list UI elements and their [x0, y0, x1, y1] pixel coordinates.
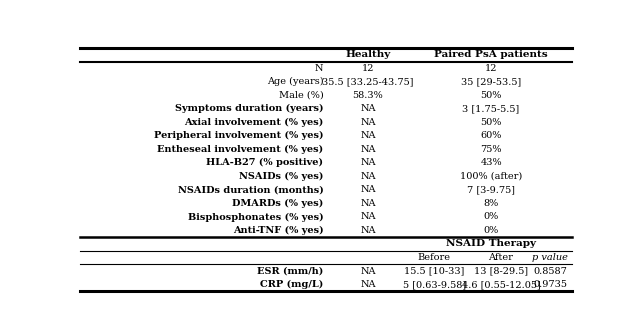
Text: 100% (after): 100% (after) — [460, 172, 522, 181]
Text: NA: NA — [360, 226, 376, 235]
Text: 43%: 43% — [480, 159, 502, 167]
Text: NA: NA — [360, 212, 376, 221]
Text: Male (%): Male (%) — [279, 91, 324, 100]
Text: NA: NA — [360, 104, 376, 113]
Text: DMARDs (% yes): DMARDs (% yes) — [232, 199, 324, 208]
Text: 7 [3-9.75]: 7 [3-9.75] — [467, 185, 515, 195]
Text: NA: NA — [360, 131, 376, 140]
Text: NA: NA — [360, 266, 376, 276]
Text: NA: NA — [360, 172, 376, 181]
Text: 0.9735: 0.9735 — [533, 280, 567, 289]
Text: Before: Before — [418, 253, 451, 262]
Text: NA: NA — [360, 145, 376, 154]
Text: 4.6 [0.55-12.05]: 4.6 [0.55-12.05] — [462, 280, 541, 289]
Text: Bisphosphonates (% yes): Bisphosphonates (% yes) — [188, 212, 324, 221]
Text: 50%: 50% — [480, 91, 502, 100]
Text: 0%: 0% — [483, 212, 499, 221]
Text: 75%: 75% — [480, 145, 502, 154]
Text: NA: NA — [360, 280, 376, 289]
Text: Entheseal involvement (% yes): Entheseal involvement (% yes) — [157, 145, 324, 154]
Text: Axial involvement (% yes): Axial involvement (% yes) — [184, 118, 324, 127]
Text: CRP (mg/L): CRP (mg/L) — [260, 280, 324, 289]
Text: Healthy: Healthy — [345, 50, 391, 59]
Text: NA: NA — [360, 199, 376, 208]
Text: Paired PsA patients: Paired PsA patients — [434, 50, 548, 59]
Text: After: After — [488, 253, 513, 262]
Text: NSAID Therapy: NSAID Therapy — [446, 240, 536, 249]
Text: NA: NA — [360, 118, 376, 127]
Text: Anti-TNF (% yes): Anti-TNF (% yes) — [233, 226, 324, 235]
Text: 13 [8-29.5]: 13 [8-29.5] — [474, 266, 528, 276]
Text: NA: NA — [360, 185, 376, 195]
Text: 0.8587: 0.8587 — [533, 266, 567, 276]
Text: 5 [0.63-9.58]: 5 [0.63-9.58] — [403, 280, 466, 289]
Text: 35 [29-53.5]: 35 [29-53.5] — [461, 77, 521, 86]
Text: 50%: 50% — [480, 118, 502, 127]
Text: 0%: 0% — [483, 226, 499, 235]
Text: HLA-B27 (% positive): HLA-B27 (% positive) — [207, 158, 324, 167]
Text: NSAIDs (% yes): NSAIDs (% yes) — [239, 172, 324, 181]
Text: NSAIDs duration (months): NSAIDs duration (months) — [177, 185, 324, 195]
Text: 35.5 [33.25-43.75]: 35.5 [33.25-43.75] — [322, 77, 413, 86]
Text: N: N — [315, 64, 324, 73]
Text: Peripheral involvement (% yes): Peripheral involvement (% yes) — [154, 131, 324, 140]
Text: 3 [1.75-5.5]: 3 [1.75-5.5] — [462, 104, 520, 113]
Text: 15.5 [10-33]: 15.5 [10-33] — [404, 266, 464, 276]
Text: ESR (mm/h): ESR (mm/h) — [257, 266, 324, 276]
Text: 12: 12 — [485, 64, 497, 73]
Text: 60%: 60% — [480, 131, 502, 140]
Text: 58.3%: 58.3% — [352, 91, 384, 100]
Text: 12: 12 — [362, 64, 374, 73]
Text: NA: NA — [360, 159, 376, 167]
Text: p value: p value — [532, 253, 568, 262]
Text: Symptoms duration (years): Symptoms duration (years) — [175, 104, 324, 114]
Text: Age (years): Age (years) — [267, 77, 324, 86]
Text: 8%: 8% — [483, 199, 499, 208]
